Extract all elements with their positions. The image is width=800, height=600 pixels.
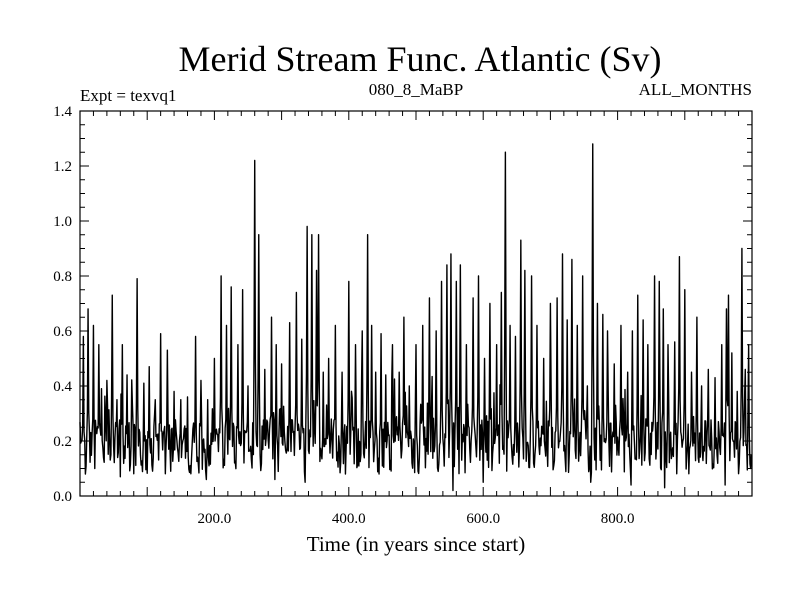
chart-title: Merid Stream Func. Atlantic (Sv) [179,39,662,79]
period-label: 080_8_MaBP [369,80,463,99]
series-line [79,143,753,492]
y-tick-label: 1.2 [53,159,72,175]
y-tick-label: 0.4 [53,379,72,395]
y-tick-label: 0.0 [53,489,72,505]
months-label: ALL_MONTHS [639,80,752,99]
x-tick-label: 200.0 [198,511,232,527]
y-tick-label: 0.8 [53,269,72,285]
experiment-label: Expt = texvq1 [80,86,176,105]
x-tick-label: 800.0 [601,511,635,527]
y-tick-label: 0.2 [53,434,72,450]
x-tick-label: 600.0 [466,511,500,527]
x-axis-title: Time (in years since start) [307,532,526,556]
y-tick-label: 1.0 [53,214,72,230]
x-tick-label: 400.0 [332,511,366,527]
plot-area [79,143,753,492]
axes: 0.0 0.2 0.4 0.6 0.8 1.0 1.2 1.4 200.0 400.0 600.0 8… [53,104,753,527]
y-tick-label: 0.6 [53,324,72,340]
y-tick-label: 1.4 [53,104,72,120]
